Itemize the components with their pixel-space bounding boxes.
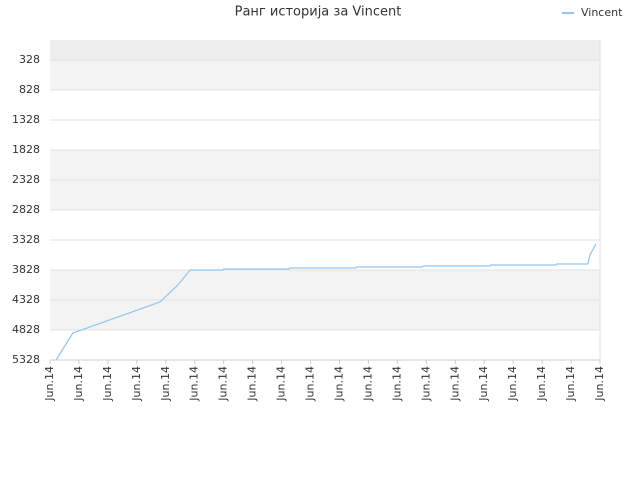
x-tick-label: Jun.14 <box>448 366 461 402</box>
x-tick-label: Jun.14 <box>275 366 288 402</box>
plot-band <box>50 59 600 90</box>
x-tick-label: Jun.14 <box>535 366 548 402</box>
y-tick-label: 2328 <box>12 173 40 186</box>
y-tick-label: 328 <box>19 53 40 66</box>
legend-label: Vincent <box>581 6 623 19</box>
x-tick-label: Jun.14 <box>477 366 490 402</box>
x-tick-label: Jun.14 <box>43 366 56 402</box>
y-tick-label: 5328 <box>12 353 40 366</box>
x-tick-label: Jun.14 <box>304 366 317 402</box>
y-tick-label: 3328 <box>12 233 40 246</box>
y-tick-label: 4828 <box>12 323 40 336</box>
x-tick-label: Jun.14 <box>564 366 577 402</box>
x-tick-label: Jun.14 <box>130 366 143 402</box>
x-tick-label: Jun.14 <box>159 366 172 402</box>
plot-band <box>50 149 600 180</box>
chart-title: Ранг историја за Vincent <box>235 5 402 20</box>
line <box>55 243 597 361</box>
x-tick-label: Jun.14 <box>593 366 606 402</box>
x-tick-label: Jun.14 <box>506 366 519 402</box>
x-tick-label: Jun.14 <box>246 366 259 402</box>
plot-band <box>50 40 600 60</box>
plot-band <box>50 179 600 210</box>
y-tick-label: 2828 <box>12 203 40 216</box>
plot-band <box>50 299 600 330</box>
x-tick-label: Jun.14 <box>332 366 345 402</box>
x-tick-label: Jun.14 <box>361 366 374 402</box>
x-tick-label: Jun.14 <box>101 366 114 402</box>
y-tick-label: 3828 <box>12 263 40 276</box>
x-tick-label: Jun.14 <box>188 366 201 402</box>
y-tick-label: 1828 <box>12 143 40 156</box>
x-tick-label: Jun.14 <box>390 366 403 402</box>
x-tick-label: Jun.14 <box>72 366 85 402</box>
y-tick-label: 1328 <box>12 113 40 126</box>
x-tick-label: Jun.14 <box>217 366 230 402</box>
plot-band <box>50 269 600 300</box>
y-tick-label: 4328 <box>12 293 40 306</box>
x-tick-label: Jun.14 <box>419 366 432 402</box>
y-tick-label: 828 <box>19 83 40 96</box>
